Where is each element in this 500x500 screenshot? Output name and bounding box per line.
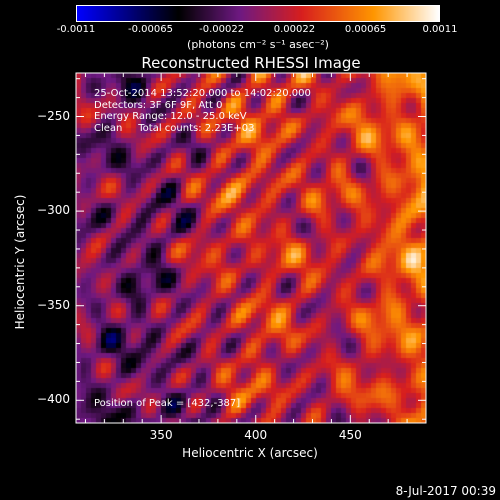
colorbar-tick-label: -0.00022 [199,24,245,35]
x-tick-label: 350 [149,428,173,442]
annotation-time: 25-Oct-2014 13:52:20.000 to 14:02:20.000 [94,88,311,99]
peak-position-label: Position of Peak = [432,-387] [94,398,241,409]
annotation-energy: Energy Range: 12.0 - 25.0 keV [94,111,247,122]
annotation-counts: Clean Total counts: 2.23E+03 [94,122,255,134]
chart-title: Reconstructed RHESSI Image [141,54,361,72]
colorbar [76,5,440,22]
colorbar-tick-label: 0.0011 [422,24,458,35]
x-tick-label: 450 [338,428,362,442]
annotation-detectors: Detectors: 3F 6F 9F, Att 0 [94,99,223,111]
annotation-block: 25-Oct-2014 13:52:20.000 to 14:02:20.000… [94,88,311,134]
y-tick-label: −350 [37,297,70,312]
colorbar-tick-label: 0.00022 [273,24,316,35]
y-axis-label: Heliocentric Y (arcsec) [13,194,27,330]
y-tick-label: −400 [37,392,70,407]
y-tick-label: −250 [37,108,70,123]
colorbar-tick-label: -0.00065 [127,24,173,35]
x-axis-label: Heliocentric X (arcsec) [182,446,318,460]
heatmap-plot [76,73,426,423]
y-tick-label: −300 [37,203,70,218]
colorbar-label: (photons cm⁻² s⁻¹ asec⁻²) [187,38,329,51]
footer-date: 8-Jul-2017 00:39 [395,484,496,498]
colorbar-tick-label: 0.00065 [344,24,387,35]
x-tick-label: 400 [244,428,268,442]
colorbar-tick-label: -0.0011 [56,24,96,35]
